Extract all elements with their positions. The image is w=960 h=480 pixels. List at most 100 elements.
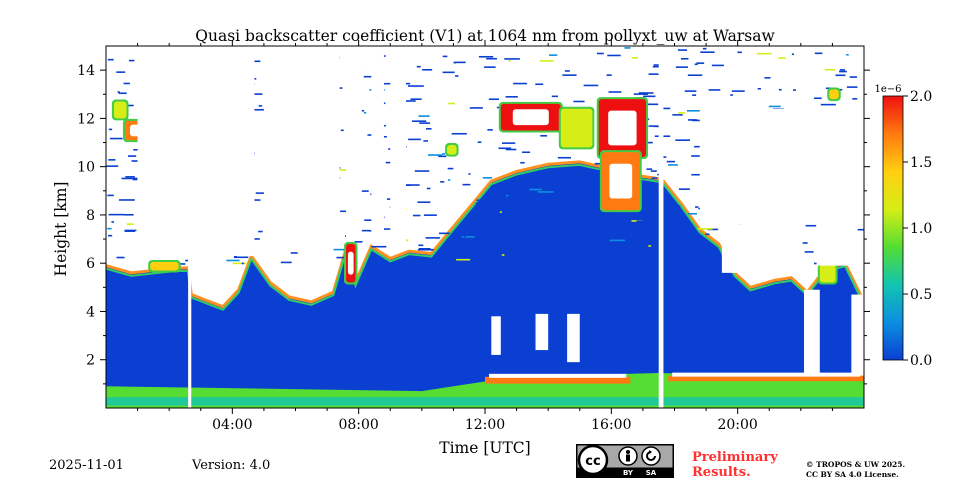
noise-streak xyxy=(638,92,654,94)
noise-streak xyxy=(814,52,823,55)
noise-streak xyxy=(520,161,525,164)
noise-streak xyxy=(258,230,263,233)
noise-streak xyxy=(694,63,698,66)
noise-streak xyxy=(414,170,430,172)
noise-streak xyxy=(486,249,491,251)
noise-streak xyxy=(422,68,433,71)
noise-streak xyxy=(479,210,490,213)
noise-streak xyxy=(583,84,599,87)
noise-streak xyxy=(691,173,705,176)
x-tick-label: 04:00 xyxy=(212,417,252,433)
y-tick-label: 12 xyxy=(77,111,95,127)
noise-streak xyxy=(499,211,502,213)
noise-streak xyxy=(651,177,658,179)
noise-streak xyxy=(109,137,123,140)
clear-regions xyxy=(137,46,864,382)
noise-streak xyxy=(522,151,531,154)
noise-streak xyxy=(835,74,846,77)
license-line-2: CC BY SA 4.0 License. xyxy=(806,470,899,479)
cc-icon-glyph: cc xyxy=(585,454,600,469)
cloud-feature xyxy=(113,101,127,119)
noise-streak xyxy=(551,242,555,245)
noise-streak xyxy=(126,223,134,225)
clear-region xyxy=(390,46,407,244)
clear-region xyxy=(851,294,864,382)
noise-streak xyxy=(598,214,615,217)
noise-streak xyxy=(504,58,520,60)
cc-by-sa-badge[interactable]: cc BY SA xyxy=(576,444,674,478)
noise-streak xyxy=(498,147,512,150)
noise-streak xyxy=(849,76,858,78)
colorbar-ticks: 0.0 0.5 1.0 1.5 2.0 xyxy=(903,89,932,369)
noise-streak xyxy=(820,103,836,106)
cloud-saturated-core xyxy=(608,110,637,146)
noise-streak xyxy=(677,257,685,260)
noise-streak xyxy=(440,181,445,183)
noise-streak xyxy=(636,220,645,223)
colorbar-tick-label: 1.5 xyxy=(910,155,932,171)
noise-streak xyxy=(540,134,548,137)
signal-top-edge-inner xyxy=(106,163,864,311)
noise-streak xyxy=(447,179,451,181)
by-label: BY xyxy=(623,469,634,477)
noise-streak xyxy=(428,154,443,156)
noise-streak xyxy=(108,213,124,216)
noise-streak xyxy=(234,256,249,259)
noise-streak xyxy=(116,71,126,73)
signal-top-edge xyxy=(106,160,864,309)
clear-region xyxy=(816,222,858,266)
noise-streak xyxy=(116,256,125,259)
sa-icon xyxy=(641,446,661,466)
noise-streak xyxy=(677,49,688,51)
noise-streak xyxy=(640,260,644,262)
noise-streak xyxy=(232,262,247,265)
noise-streak xyxy=(686,109,701,112)
noise-streak xyxy=(546,231,556,233)
noise-streak xyxy=(121,177,138,180)
noise-streak xyxy=(505,96,518,98)
noise-streak xyxy=(606,74,612,76)
noise-streak xyxy=(557,178,572,181)
noise-streak xyxy=(453,61,457,64)
noise-streak xyxy=(664,205,681,207)
noise-streak xyxy=(340,129,344,132)
noise-streak xyxy=(535,83,544,86)
noise-streak xyxy=(609,239,626,242)
noise-streak xyxy=(185,259,190,262)
noise-streak xyxy=(623,222,635,225)
noise-streak xyxy=(674,222,678,225)
noise-streak xyxy=(652,65,663,68)
clear-region xyxy=(137,46,208,259)
noise-streak xyxy=(449,243,454,246)
data-gap xyxy=(188,46,192,408)
license-notice: © TROPOS & UW 2025. CC BY SA 4.0 License… xyxy=(806,460,905,480)
noise-streak xyxy=(648,259,662,262)
clear-region xyxy=(263,46,340,244)
cc-icon xyxy=(577,444,609,476)
noise-streak xyxy=(569,242,578,245)
noise-streak xyxy=(691,155,703,157)
noise-streak xyxy=(650,170,657,172)
x-axis-label: Time [UTC] xyxy=(439,439,530,457)
cloud-feature xyxy=(447,144,457,155)
noise-streak xyxy=(804,251,814,253)
noise-streak xyxy=(498,260,512,263)
sa-label: SA xyxy=(646,469,657,477)
colorbar-gradient xyxy=(882,95,904,361)
noise-streak xyxy=(632,214,643,217)
noise-streak xyxy=(423,260,434,263)
cloud-saturated-core xyxy=(609,163,633,199)
preliminary-line-2: Results. xyxy=(692,465,751,480)
noise-streak xyxy=(731,90,745,92)
noise-streak xyxy=(447,167,454,170)
noise-streak xyxy=(280,261,292,264)
noise-streak xyxy=(248,60,261,63)
noise-streak xyxy=(418,115,430,117)
noise-streak xyxy=(425,237,441,239)
noise-streak xyxy=(128,59,135,62)
noise-streak xyxy=(608,91,622,93)
x-tick-label: 08:00 xyxy=(338,417,378,433)
noise-streak xyxy=(290,252,298,254)
noise-streak xyxy=(108,128,113,131)
noise-streak xyxy=(462,183,471,186)
